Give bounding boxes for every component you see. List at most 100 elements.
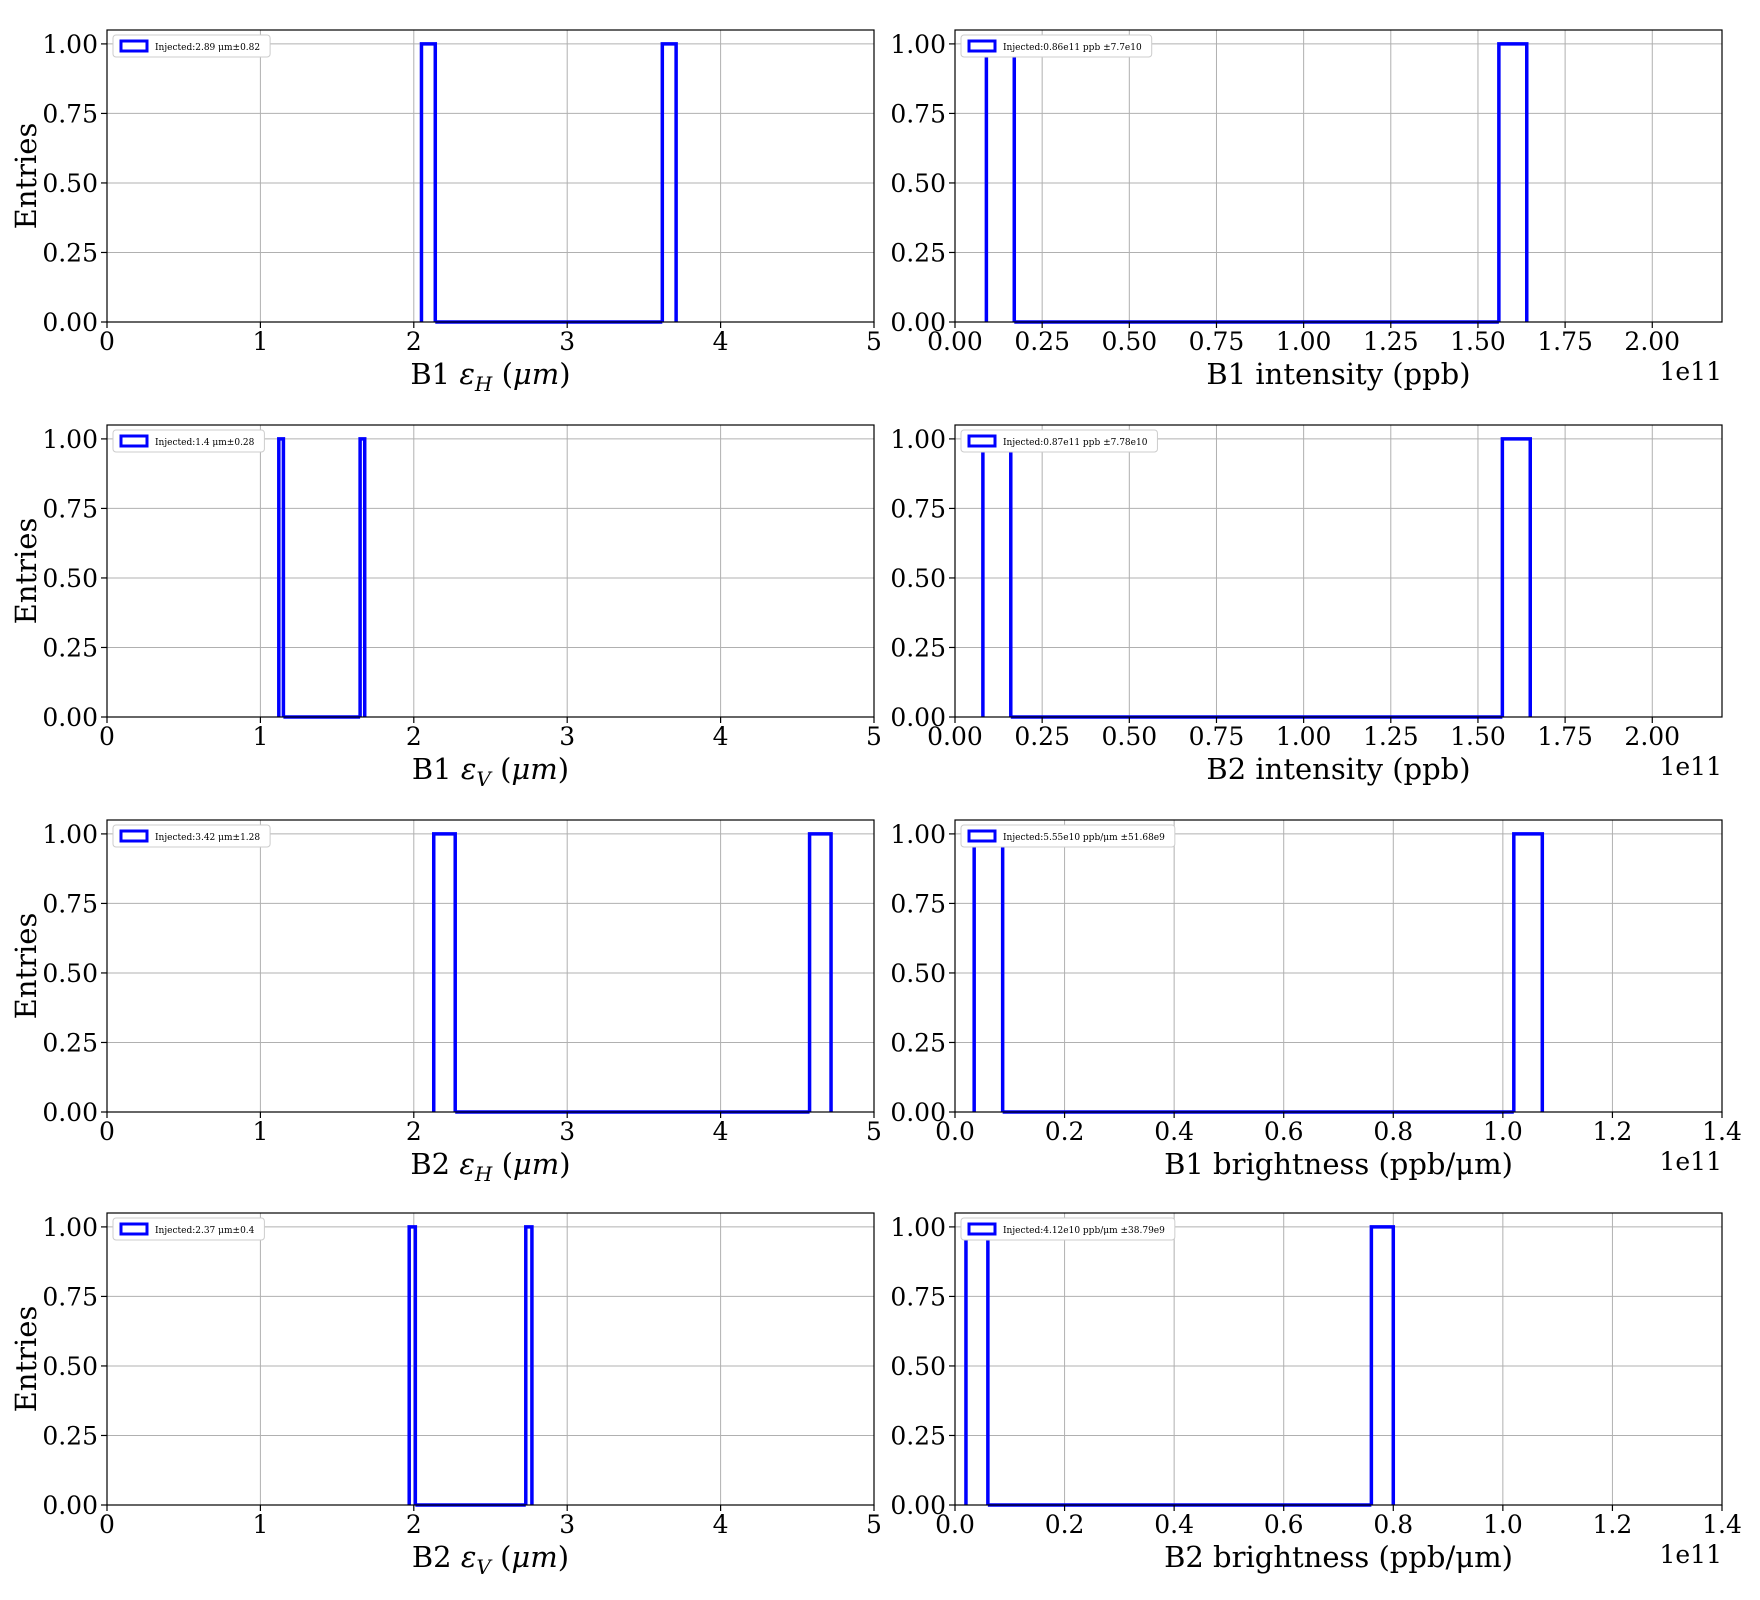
panel-1: 0 1 2 3 4 5 0.00 0.25 0.50 0.75 1.00 B1 εH (μm) Entr… — [9, 29, 882, 396]
y-tick-label: 0.25 — [890, 1421, 946, 1450]
x-tick-label: 3 — [559, 1510, 575, 1539]
y-tick-label: 0.00 — [42, 308, 98, 337]
panel-2: 0.00 0.25 0.50 0.75 1.00 1.25 1.50 1.75 2.00 0.00… — [890, 29, 1723, 391]
legend: Injected:4.12e10 ppb/μm ±38.79e9 — [960, 1217, 1176, 1241]
x-tick-label: 0.50 — [1101, 327, 1157, 356]
y-tick-label: 0.00 — [890, 703, 946, 732]
x-axis-label-unit-rest: m — [530, 1540, 558, 1574]
x-tick-label: 2 — [406, 722, 422, 751]
x-tick-label: 2.00 — [1624, 722, 1680, 751]
y-tick-label: 0.75 — [890, 99, 946, 128]
y-tick-label: 0.25 — [890, 1028, 946, 1057]
legend-frame — [960, 1217, 1176, 1241]
panel-7: 0 1 2 3 4 5 0.00 0.25 0.50 0.75 1.00 B2 εV (μm) Entr… — [9, 1212, 882, 1579]
x-tick-label: 5 — [866, 1510, 882, 1539]
y-tick-label: 0.00 — [42, 703, 98, 732]
x-tick-label: 1 — [252, 327, 268, 356]
axes-frame — [954, 29, 1723, 323]
legend-swatch — [967, 1222, 997, 1236]
x-tick-label: 1.00 — [1276, 722, 1332, 751]
x-tick-label: 0.4 — [1154, 1510, 1194, 1539]
x-tick-label: 2 — [406, 1117, 422, 1146]
x-tick-label: 4 — [713, 722, 729, 751]
x-tick-label: 1 — [252, 1510, 268, 1539]
y-tick-label: 1.00 — [42, 820, 98, 849]
x-tick-label: 5 — [866, 327, 882, 356]
x-axis-label-symbol: ε — [461, 1540, 477, 1574]
y-axis-label: Entries — [9, 913, 43, 1020]
axes-frame — [954, 819, 1723, 1113]
legend-swatch — [967, 434, 997, 448]
x-axis-label-unit-rest: m — [530, 752, 558, 786]
y-tick-label: 0.50 — [890, 564, 946, 593]
x-tick-label: 0.6 — [1264, 1510, 1304, 1539]
legend-entry-label: Injected:0.86e11 ppb ±7.7e10 — [1003, 43, 1142, 53]
panel-4: 0.00 0.25 0.50 0.75 1.00 1.25 1.50 1.75 2.00 0.00… — [890, 424, 1723, 786]
y-tick-label: 0.00 — [42, 1098, 98, 1127]
x-tick-label: 4 — [713, 327, 729, 356]
histogram-bar — [524, 1225, 534, 1505]
x-axis-label-prefix: B1 — [412, 752, 461, 786]
legend-entry-label: Injected:4.12e10 ppb/μm ±38.79e9 — [1003, 1226, 1165, 1236]
histogram-bar — [1512, 832, 1545, 1112]
x-axis-label-unit-close: ) — [558, 752, 569, 786]
x-tick-label: 1.25 — [1363, 327, 1419, 356]
x-tick-label: 0.00 — [927, 722, 983, 751]
x-tick-label: 2 — [406, 1510, 422, 1539]
x-tick-label: 0.2 — [1045, 1510, 1085, 1539]
y-axis-label: Entries — [9, 1306, 43, 1413]
y-tick-label: 0.25 — [42, 1421, 98, 1450]
axes-frame — [954, 424, 1723, 718]
y-tick-label: 1.00 — [42, 1213, 98, 1242]
legend-frame — [112, 34, 271, 58]
legend: Injected:0.87e11 ppb ±7.78e10 — [960, 429, 1158, 453]
y-tick-label: 1.00 — [42, 30, 98, 59]
x-axis-label-unit-open: ( — [491, 752, 512, 786]
y-axis-label: Entries — [9, 518, 43, 625]
x-tick-label: 3 — [559, 327, 575, 356]
x-axis-label-unit-mu: μ — [513, 1147, 532, 1181]
x-tick-label: 1.50 — [1450, 722, 1506, 751]
y-tick-label: 0.75 — [890, 494, 946, 523]
legend-frame — [960, 429, 1158, 453]
y-tick-label: 0.50 — [890, 1352, 946, 1381]
legend-entry-label: Injected:5.55e10 ppb/μm ±51.68e9 — [1003, 833, 1165, 843]
x-tick-label: 1.75 — [1537, 722, 1593, 751]
x-axis-label-unit-open: ( — [492, 1147, 513, 1181]
y-tick-label: 0.25 — [42, 633, 98, 662]
histogram-bar — [431, 832, 457, 1112]
legend: Injected:2.89 μm±0.82 — [112, 34, 271, 58]
histogram-bar — [807, 832, 833, 1112]
y-axis-label: Entries — [9, 123, 43, 230]
x-axis-label-symbol: ε — [459, 357, 475, 391]
x-tick-label: 4 — [713, 1510, 729, 1539]
x-axis-label: B2 brightness (ppb/μm) — [1164, 1540, 1513, 1574]
legend-swatch — [119, 434, 149, 448]
y-tick-label: 0.75 — [42, 494, 98, 523]
legend: Injected:1.4 μm±0.28 — [112, 429, 265, 453]
x-tick-label: 0.0 — [935, 1117, 975, 1146]
x-tick-label: 0.25 — [1014, 722, 1070, 751]
x-axis-label: B1 intensity (ppb) — [1206, 357, 1470, 391]
x-tick-label: 1.0 — [1483, 1510, 1523, 1539]
x-tick-label: 1 — [252, 722, 268, 751]
legend-entry-label: Injected:2.89 μm±0.82 — [155, 43, 260, 53]
x-axis-label-unit-open: ( — [491, 1540, 512, 1574]
x-axis-label-unit-mu: μ — [511, 1540, 530, 1574]
y-tick-label: 0.50 — [42, 564, 98, 593]
axes-frame — [106, 29, 875, 323]
y-tick-label: 0.25 — [42, 238, 98, 267]
axes-frame — [106, 424, 875, 718]
x-tick-label: 0.00 — [927, 327, 983, 356]
x-axis-label: B1 εV (μm) — [412, 752, 569, 791]
legend-entry-label: Injected:3.42 μm±1.28 — [155, 833, 260, 843]
y-tick-label: 1.00 — [890, 30, 946, 59]
x-tick-label: 0 — [99, 327, 115, 356]
x-tick-label: 0.6 — [1264, 1117, 1304, 1146]
legend-frame — [112, 824, 271, 848]
legend-frame — [112, 429, 265, 453]
histogram-bar — [1500, 437, 1532, 717]
legend-entry-label: Injected:2.37 μm±0.4 — [155, 1226, 255, 1236]
y-tick-label: 0.50 — [42, 959, 98, 988]
x-axis-label-unit-rest: m — [532, 357, 560, 391]
